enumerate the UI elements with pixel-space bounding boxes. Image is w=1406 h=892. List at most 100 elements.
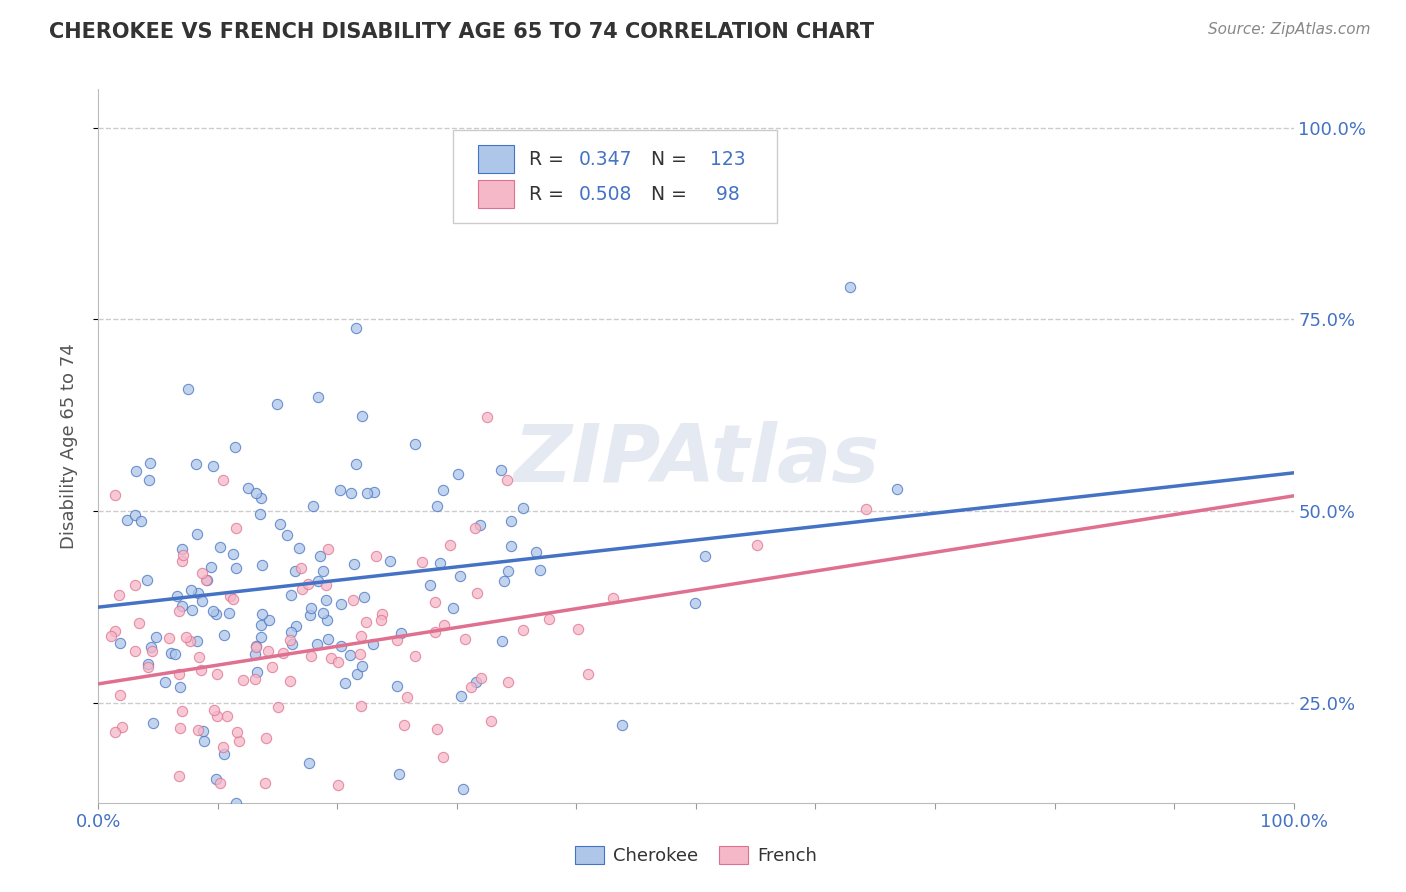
Point [129, 514, 152, 528]
Point [312, 564, 335, 578]
Point [307, 574, 329, 588]
Point [207, 840, 229, 855]
Point [352, 409, 374, 423]
Point [319, 651, 342, 665]
Point [200, 560, 222, 574]
Point [499, 539, 522, 553]
Text: Source: ZipAtlas.com: Source: ZipAtlas.com [1208, 22, 1371, 37]
Point [191, 594, 214, 608]
Point [299, 601, 322, 615]
Point [479, 714, 502, 728]
Point [209, 776, 232, 790]
Point [136, 573, 159, 587]
Point [169, 680, 191, 694]
Point [138, 473, 160, 487]
Point [124, 578, 146, 592]
Point [404, 437, 426, 451]
Point [224, 521, 246, 535]
Point [128, 615, 150, 630]
Point [267, 700, 290, 714]
Point [454, 632, 477, 646]
Point [202, 604, 225, 618]
Point [180, 583, 202, 598]
Point [439, 538, 461, 552]
Point [245, 640, 267, 654]
Point [342, 593, 364, 607]
Point [350, 629, 373, 643]
Point [330, 639, 353, 653]
Text: ZIPAtlas: ZIPAtlas [513, 421, 879, 500]
Point [141, 644, 163, 658]
Point [346, 667, 368, 681]
Point [432, 750, 454, 764]
Point [204, 772, 226, 787]
Point [524, 545, 547, 559]
Point [326, 655, 349, 669]
Point [172, 599, 194, 613]
Point [425, 499, 447, 513]
Point [366, 549, 388, 563]
Point [278, 865, 301, 880]
Point [269, 516, 291, 531]
Point [108, 689, 131, 703]
Point [299, 649, 322, 664]
Point [104, 724, 127, 739]
Point [307, 637, 329, 651]
Point [385, 680, 408, 694]
Point [167, 604, 190, 618]
Point [329, 483, 352, 497]
Point [329, 597, 352, 611]
Point [211, 473, 233, 487]
Point [245, 640, 267, 654]
Point [172, 704, 194, 718]
Point [316, 632, 339, 647]
Point [460, 680, 482, 694]
Point [195, 574, 218, 588]
Point [285, 619, 308, 633]
Point [302, 499, 325, 513]
Point [496, 565, 519, 579]
Point [250, 491, 273, 506]
Point [492, 574, 515, 589]
Point [280, 588, 302, 602]
Point [191, 724, 214, 739]
Point [477, 409, 499, 424]
Point [278, 673, 301, 688]
Point [204, 607, 226, 622]
Text: R =: R = [529, 185, 569, 203]
Point [212, 740, 235, 755]
Point [426, 722, 449, 736]
Point [610, 717, 633, 731]
Point [254, 776, 277, 790]
Point [419, 577, 441, 591]
Point [312, 606, 335, 620]
Point [172, 548, 194, 562]
Point [290, 560, 312, 574]
Point [254, 731, 277, 745]
Point [219, 589, 242, 603]
Point [284, 564, 307, 578]
Point [349, 647, 371, 661]
Point [333, 676, 356, 690]
Point [470, 671, 492, 685]
Text: CHEROKEE VS FRENCH DISABILITY AGE 65 TO 74 CORRELATION CHART: CHEROKEE VS FRENCH DISABILITY AGE 65 TO … [49, 22, 875, 42]
Point [467, 586, 489, 600]
Point [115, 513, 138, 527]
Point [693, 549, 716, 563]
Point [157, 631, 180, 645]
Legend: Cherokee, French: Cherokee, French [568, 839, 824, 872]
Point [225, 561, 247, 575]
Point [344, 457, 367, 471]
Point [491, 633, 513, 648]
Point [245, 647, 267, 661]
Point [139, 457, 162, 471]
Point [343, 557, 366, 571]
FancyBboxPatch shape [478, 145, 515, 173]
Point [449, 568, 471, 582]
Point [226, 725, 249, 739]
Point [441, 600, 464, 615]
Point [339, 648, 361, 662]
Point [186, 634, 208, 648]
Point [354, 615, 377, 629]
Point [290, 582, 312, 596]
